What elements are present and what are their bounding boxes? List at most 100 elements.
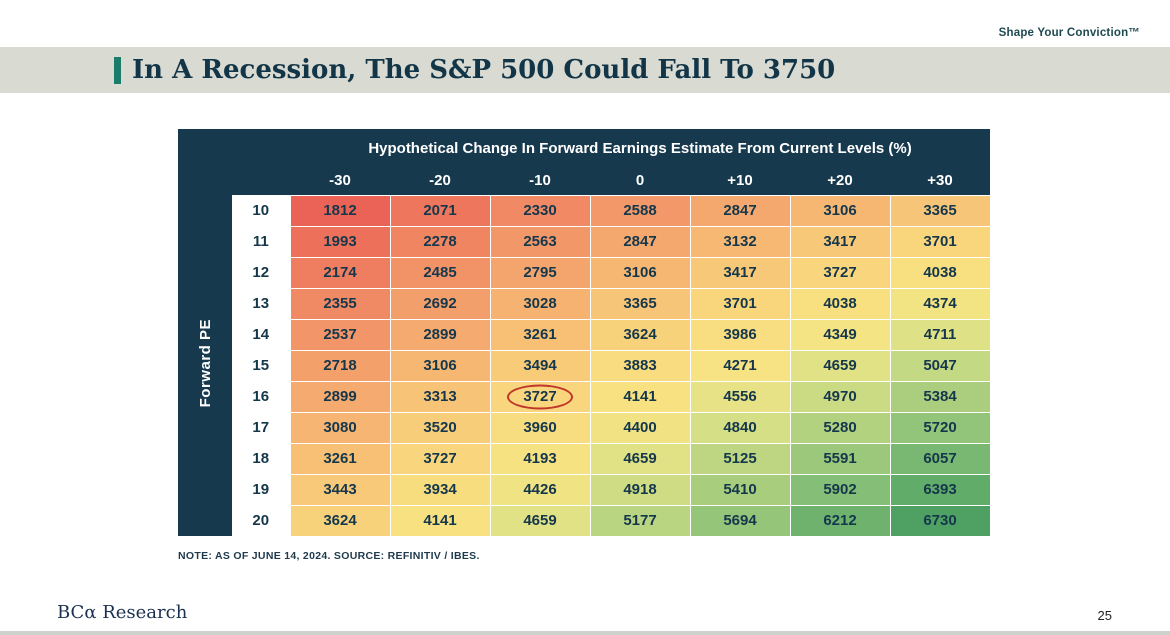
heatmap-cell: 1812 bbox=[289, 194, 391, 227]
heatmap-cell: 2485 bbox=[389, 256, 491, 289]
heatmap-cell: 5280 bbox=[789, 411, 891, 444]
heatmap-cell: 3934 bbox=[389, 473, 491, 506]
heatmap-cell: 4970 bbox=[789, 380, 891, 413]
source-note: NOTE: AS OF JUNE 14, 2024. SOURCE: REFIN… bbox=[178, 549, 480, 562]
heatmap-cell: 3261 bbox=[489, 318, 591, 351]
heatmap-cell: 4659 bbox=[589, 442, 691, 475]
heatmap-cell: 4038 bbox=[889, 256, 991, 289]
heatmap-row: 13 2355 2692 3028 3365 3701 4038 4374 bbox=[178, 287, 991, 320]
heatmap-cell: 4271 bbox=[689, 349, 791, 382]
pe-row-label: 10 bbox=[232, 195, 290, 226]
heatmap-cell: 3520 bbox=[389, 411, 491, 444]
heatmap-cell: 3494 bbox=[489, 349, 591, 382]
row-axis: Forward PE bbox=[178, 195, 232, 536]
heatmap-cell: 2692 bbox=[389, 287, 491, 320]
heatmap-cell: 3883 bbox=[589, 349, 691, 382]
heatmap-cell: 4038 bbox=[789, 287, 891, 320]
heatmap-cell: 2795 bbox=[489, 256, 591, 289]
heatmap-cell: 3701 bbox=[889, 225, 991, 258]
heatmap-cell: 4918 bbox=[589, 473, 691, 506]
heatmap-cell: 3624 bbox=[289, 504, 391, 537]
title-accent-bar bbox=[114, 56, 121, 84]
heatmap-cell: 2071 bbox=[389, 194, 491, 227]
heatmap-header: Hypothetical Change In Forward Earnings … bbox=[178, 129, 991, 195]
heatmap-table: Hypothetical Change In Forward Earnings … bbox=[178, 129, 991, 537]
heatmap-cell: 3365 bbox=[889, 194, 991, 227]
heatmap-cell: 3624 bbox=[589, 318, 691, 351]
content-area: Hypothetical Change In Forward Earnings … bbox=[0, 93, 1170, 562]
heatmap-cell: 4400 bbox=[589, 411, 691, 444]
forward-pe-axis-label: Forward PE bbox=[196, 318, 214, 408]
heatmap-cell: 3028 bbox=[489, 287, 591, 320]
heatmap-row: Forward PE 10 1812 2071 2330 2588 2847 3106 3365 bbox=[178, 194, 991, 536]
heatmap-cell: 2718 bbox=[289, 349, 391, 382]
heatmap-cell: 4711 bbox=[889, 318, 991, 351]
heatmap-cell: 5902 bbox=[789, 473, 891, 506]
heatmap-row: 15 2718 3106 3494 3883 4271 4659 5047 bbox=[178, 349, 991, 382]
heatmap-row: 14 2537 2899 3261 3624 3986 4349 4711 bbox=[178, 318, 991, 351]
heatmap-cell: 2588 bbox=[589, 194, 691, 227]
heatmap-cell: 5694 bbox=[689, 504, 791, 537]
header-corner bbox=[178, 167, 290, 195]
heatmap-cell: 4374 bbox=[889, 287, 991, 320]
heatmap-row: 20 3624 4141 4659 5177 5694 6212 6730 bbox=[178, 504, 991, 537]
heatmap-cell: 2899 bbox=[389, 318, 491, 351]
heatmap-cell: 6393 bbox=[889, 473, 991, 506]
page-title: In A Recession, The S&P 500 Could Fall T… bbox=[132, 55, 836, 85]
heatmap-cell: 3313 bbox=[389, 380, 491, 413]
heatmap-cell: 3727 bbox=[389, 442, 491, 475]
heatmap-cell: 4659 bbox=[789, 349, 891, 382]
heatmap-cell: 4193 bbox=[489, 442, 591, 475]
bca-logo: BCα Research bbox=[57, 602, 188, 623]
heatmap-title-row: Hypothetical Change In Forward Earnings … bbox=[178, 129, 991, 167]
column-header-row: -30 -20 -10 0 +10 +20 +30 bbox=[178, 167, 991, 195]
heatmap-cell: 6212 bbox=[789, 504, 891, 537]
heatmap-cell: 3106 bbox=[589, 256, 691, 289]
heatmap-cell: 3132 bbox=[689, 225, 791, 258]
pe-row-label: 17 bbox=[232, 412, 290, 443]
heatmap-cell: 3417 bbox=[689, 256, 791, 289]
column-header: +10 bbox=[690, 167, 790, 195]
top-bar: Shape Your Conviction™ bbox=[0, 0, 1170, 47]
column-header: 0 bbox=[590, 167, 690, 195]
heatmap-cell: 5720 bbox=[889, 411, 991, 444]
heatmap-cell: 3365 bbox=[589, 287, 691, 320]
heatmap-cell: 4659 bbox=[489, 504, 591, 537]
heatmap-cell: 3443 bbox=[289, 473, 391, 506]
pe-row-label: 18 bbox=[232, 443, 290, 474]
heatmap-cell: 3417 bbox=[789, 225, 891, 258]
heatmap-cell: 2563 bbox=[489, 225, 591, 258]
heatmap-body: Forward PE 10 1812 2071 2330 2588 2847 3106 3365… bbox=[178, 194, 991, 537]
heatmap-row: 17 3080 3520 3960 4400 4840 5280 5720 bbox=[178, 411, 991, 444]
heatmap-cell: 5591 bbox=[789, 442, 891, 475]
heatmap-cell: 1993 bbox=[289, 225, 391, 258]
column-header: +20 bbox=[790, 167, 890, 195]
heatmap-cell: 5125 bbox=[689, 442, 791, 475]
heatmap-cell: 4349 bbox=[789, 318, 891, 351]
tagline: Shape Your Conviction™ bbox=[998, 27, 1140, 39]
heatmap-cell: 3960 bbox=[489, 411, 591, 444]
heatmap-row: 19 3443 3934 4426 4918 5410 5902 6393 bbox=[178, 473, 991, 506]
column-header: +30 bbox=[890, 167, 991, 195]
pe-row-label: 16 bbox=[232, 381, 290, 412]
column-header: -20 bbox=[390, 167, 490, 195]
heatmap-cell: 3986 bbox=[689, 318, 791, 351]
heatmap-cell: 3727 bbox=[489, 380, 591, 413]
heatmap-cell: 5384 bbox=[889, 380, 991, 413]
heatmap-cell: 4141 bbox=[589, 380, 691, 413]
page-number: 25 bbox=[1097, 608, 1112, 623]
heatmap-cell: 5177 bbox=[589, 504, 691, 537]
heatmap-cell: 2847 bbox=[689, 194, 791, 227]
pe-row-label: 20 bbox=[232, 505, 290, 536]
heatmap-cell: 3261 bbox=[289, 442, 391, 475]
heatmap-cell: 3727 bbox=[789, 256, 891, 289]
column-header: -10 bbox=[490, 167, 590, 195]
title-band: In A Recession, The S&P 500 Could Fall T… bbox=[0, 47, 1170, 93]
heatmap-cell: 2174 bbox=[289, 256, 391, 289]
heatmap-row: 11 1993 2278 2563 2847 3132 3417 3701 bbox=[178, 225, 991, 258]
heatmap-cell: 2278 bbox=[389, 225, 491, 258]
heatmap-cell: 2899 bbox=[289, 380, 391, 413]
heatmap-cell: 3106 bbox=[789, 194, 891, 227]
heatmap-cell: 2537 bbox=[289, 318, 391, 351]
